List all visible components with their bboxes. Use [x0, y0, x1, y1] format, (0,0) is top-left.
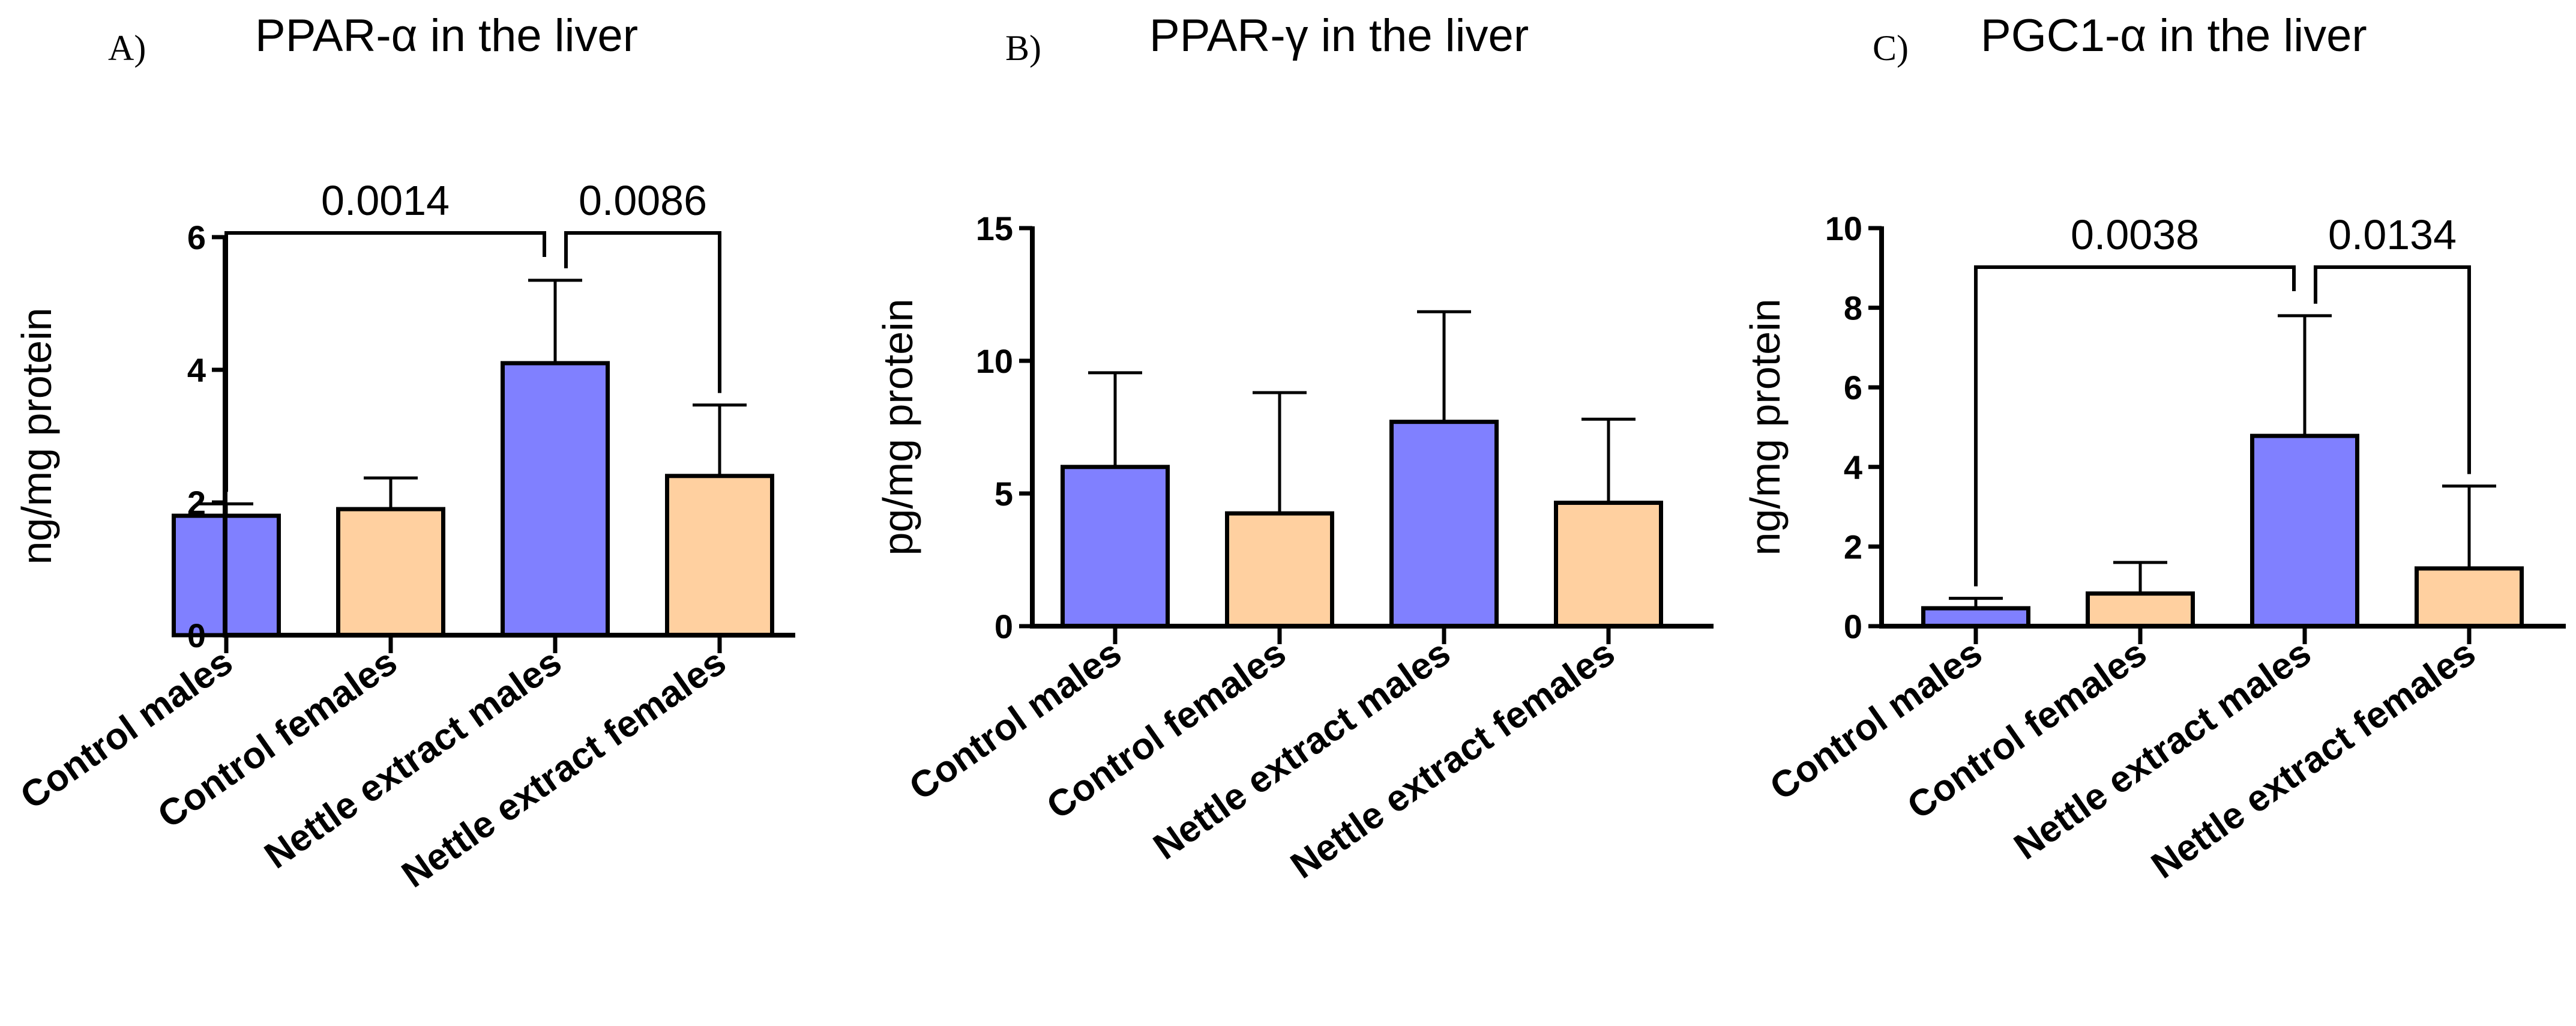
bar — [1061, 465, 1170, 629]
chart-title: PPAR-γ in the liver — [1149, 10, 1529, 61]
x-tick-label: Nettle extract females — [2144, 632, 2483, 887]
bar — [665, 474, 774, 638]
y-tick-label: 10 — [976, 342, 1013, 380]
bar — [501, 361, 610, 638]
y-tick-label: 2 — [1844, 528, 1862, 566]
bar — [2415, 566, 2524, 629]
y-tick-label: 6 — [187, 219, 206, 256]
bar — [1389, 420, 1499, 629]
p-value-label: 0.0086 — [579, 177, 707, 224]
x-tick-label: Nettle extract males — [1146, 632, 1458, 868]
panel-letter: C) — [1873, 28, 1909, 68]
significance-bracket — [564, 231, 721, 393]
y-tick-label: 4 — [1844, 448, 1862, 486]
y-tick-label: 0 — [1844, 608, 1862, 645]
significance-bracket — [1974, 265, 2296, 587]
x-tick-label: Nettle extract males — [257, 641, 569, 877]
y-tick-label: 2 — [187, 484, 206, 522]
p-value-label: 0.0014 — [321, 177, 450, 224]
panel-letter: A) — [108, 28, 146, 68]
y-tick-label: 0 — [187, 617, 206, 654]
y-tick-label: 4 — [187, 351, 206, 389]
y-tick-label: 10 — [1825, 210, 1862, 247]
x-tick-label: Nettle extract females — [394, 641, 733, 896]
y-axis-label: pg/mg protein — [874, 298, 921, 555]
x-tick-label: Nettle extract males — [2007, 632, 2319, 868]
bar — [1554, 500, 1663, 629]
bar — [2086, 591, 2195, 629]
y-tick-label: 8 — [1844, 289, 1862, 327]
chart-title: PPAR-α in the liver — [255, 10, 638, 61]
bar — [1921, 606, 2030, 629]
p-value-label: 0.0134 — [2328, 211, 2457, 258]
y-axis-label: ng/mg protein — [13, 307, 60, 564]
y-tick-label: 5 — [995, 475, 1013, 513]
bar — [336, 507, 445, 638]
p-value-label: 0.0038 — [2071, 211, 2199, 258]
y-tick-label: 15 — [976, 210, 1013, 247]
y-tick-label: 0 — [995, 608, 1013, 645]
panel-c: C) PGC1-α in the liver ng/mg protein 0 2 4 6 8 1… — [1742, 10, 2566, 887]
bar — [1225, 511, 1334, 629]
y-axis-label: ng/mg protein — [1742, 298, 1789, 555]
y-tick-label: 6 — [1844, 369, 1862, 406]
significance-bracket — [224, 231, 546, 492]
x-tick-label: Nettle extract females — [1283, 632, 1622, 887]
bar — [2250, 433, 2359, 629]
chart-title: PGC1-α in the liver — [1981, 10, 2367, 61]
panel-letter: B) — [1005, 28, 1041, 68]
significance-bracket — [2314, 265, 2471, 474]
panel-b: B) PPAR-γ in the liver pg/mg protein 0 5 10 15… — [874, 10, 1714, 887]
